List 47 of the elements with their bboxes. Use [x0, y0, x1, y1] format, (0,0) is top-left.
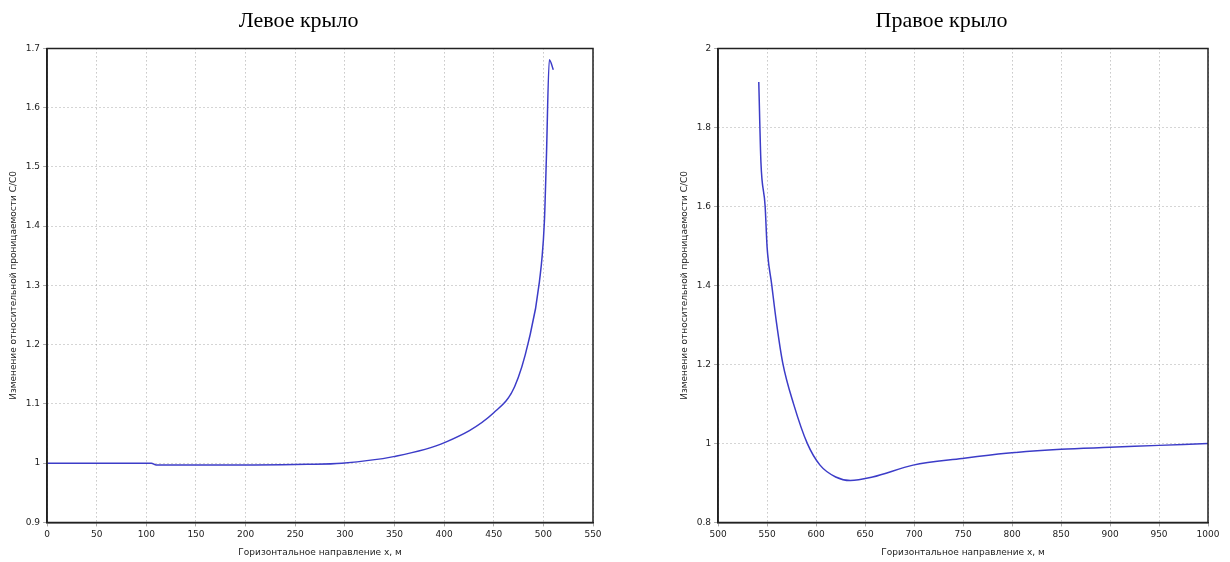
- x-tick-label: 300: [336, 529, 354, 540]
- x-tick-label: 0: [44, 529, 51, 540]
- x-tick-label: 500: [534, 529, 553, 540]
- x-tick-label: 450: [485, 529, 503, 540]
- x-tick-label: 850: [1052, 529, 1070, 540]
- x-tick-label: 150: [187, 529, 205, 540]
- y-tick-label: 1.5: [25, 161, 41, 172]
- chart-title: Левое крыло: [238, 6, 359, 32]
- y-tick-label: 1.2: [25, 338, 41, 349]
- y-tick-label: 1.8: [696, 121, 712, 132]
- line-series: [758, 81, 1208, 482]
- x-tick-label: 500: [709, 529, 727, 540]
- x-tick-label: 200: [237, 529, 255, 540]
- y-tick-label: 0.9: [25, 516, 41, 527]
- y-tick-label: 1.1: [25, 398, 41, 409]
- x-axis-title: Горизонтальное направление x, м: [881, 546, 1045, 557]
- y-tick-label: 0.8: [696, 516, 712, 527]
- x-tick-label: 400: [435, 529, 453, 540]
- x-tick-label: 100: [137, 529, 156, 540]
- x-tick-label: 800: [1003, 529, 1021, 540]
- x-tick-label: 700: [905, 529, 923, 540]
- y-tick-label: 1: [705, 437, 712, 448]
- chart-title: Правое крыло: [875, 6, 1008, 32]
- x-tick-label: 950: [1150, 529, 1168, 540]
- line-series: [47, 58, 555, 466]
- x-tick-label: 900: [1101, 529, 1119, 540]
- y-axis-title: Изменение относительной проницаемости C/C0: [7, 170, 18, 400]
- x-tick-label: 550: [584, 529, 602, 540]
- x-tick-label: 1000: [1196, 529, 1220, 540]
- x-axis-title: Горизонтальное направление x, м: [238, 546, 402, 557]
- x-tick-label: 600: [807, 529, 825, 540]
- y-tick-label: 1: [34, 457, 41, 468]
- y-tick-label: 1.4: [25, 220, 41, 231]
- y-tick-label: 1.3: [25, 279, 41, 290]
- x-tick-label: 250: [286, 529, 305, 540]
- y-tick-label: 2: [705, 42, 712, 53]
- x-tick-label: 350: [385, 529, 404, 540]
- y-axis-title: Изменение относительной проницаемости C/C0: [678, 170, 689, 400]
- x-tick-label: 50: [91, 529, 103, 540]
- y-tick-label: 1.6: [696, 200, 712, 211]
- y-tick-label: 1.4: [696, 279, 712, 290]
- x-tick-label: 650: [856, 529, 874, 540]
- x-tick-label: 550: [758, 529, 776, 540]
- x-tick-label: 750: [954, 529, 972, 540]
- y-tick-label: 1.2: [696, 358, 712, 369]
- y-tick-label: 1.7: [25, 42, 41, 53]
- y-tick-label: 1.6: [25, 101, 41, 112]
